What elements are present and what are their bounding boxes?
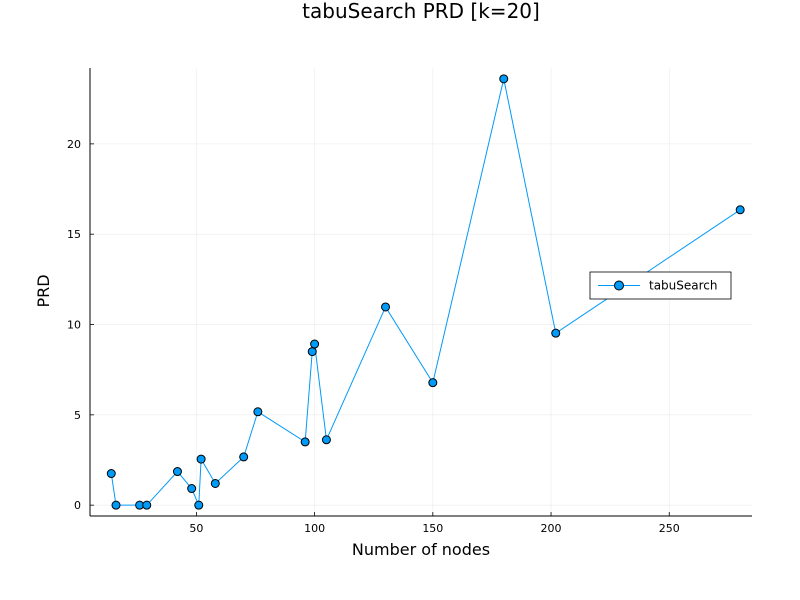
y-tick-label: 15 [67, 228, 81, 241]
x-tick-label: 100 [304, 522, 325, 535]
data-point [106, 469, 116, 479]
data-point [142, 500, 152, 510]
series-layer [106, 74, 745, 510]
tick-labels: 50 100 150 200 250 0 5 10 15 20 [67, 138, 680, 535]
x-tick-label: 250 [659, 522, 680, 535]
data-point [310, 339, 320, 349]
data-point [187, 484, 197, 494]
x-tick-label: 50 [189, 522, 203, 535]
data-point [194, 500, 204, 510]
legend-label: tabuSearch [649, 279, 718, 293]
y-tick-label: 0 [74, 499, 81, 512]
chart-title: tabuSearch PRD [k=20] [302, 0, 540, 23]
x-axis-label: Number of nodes [352, 540, 490, 559]
data-point [551, 328, 561, 338]
data-point [381, 302, 391, 312]
x-tick-label: 200 [541, 522, 562, 535]
data-point [196, 454, 206, 464]
y-tick-label: 10 [67, 319, 81, 332]
y-axis-label: PRD [34, 274, 53, 307]
data-point [172, 467, 182, 477]
data-point [307, 347, 317, 357]
legend: tabuSearch [589, 271, 732, 300]
y-tick-label: 5 [74, 409, 81, 422]
series-line-0 [110, 78, 741, 506]
x-tick-label: 150 [422, 522, 443, 535]
y-tick-label: 20 [67, 138, 81, 151]
data-point [499, 74, 509, 84]
axes [89, 68, 752, 517]
data-point [253, 407, 263, 417]
data-point [428, 378, 438, 388]
data-point [300, 437, 310, 447]
data-point [210, 478, 220, 488]
data-point [735, 205, 745, 215]
legend-marker [614, 280, 624, 291]
data-point [321, 435, 331, 445]
data-point [111, 500, 121, 510]
data-point [239, 452, 249, 462]
